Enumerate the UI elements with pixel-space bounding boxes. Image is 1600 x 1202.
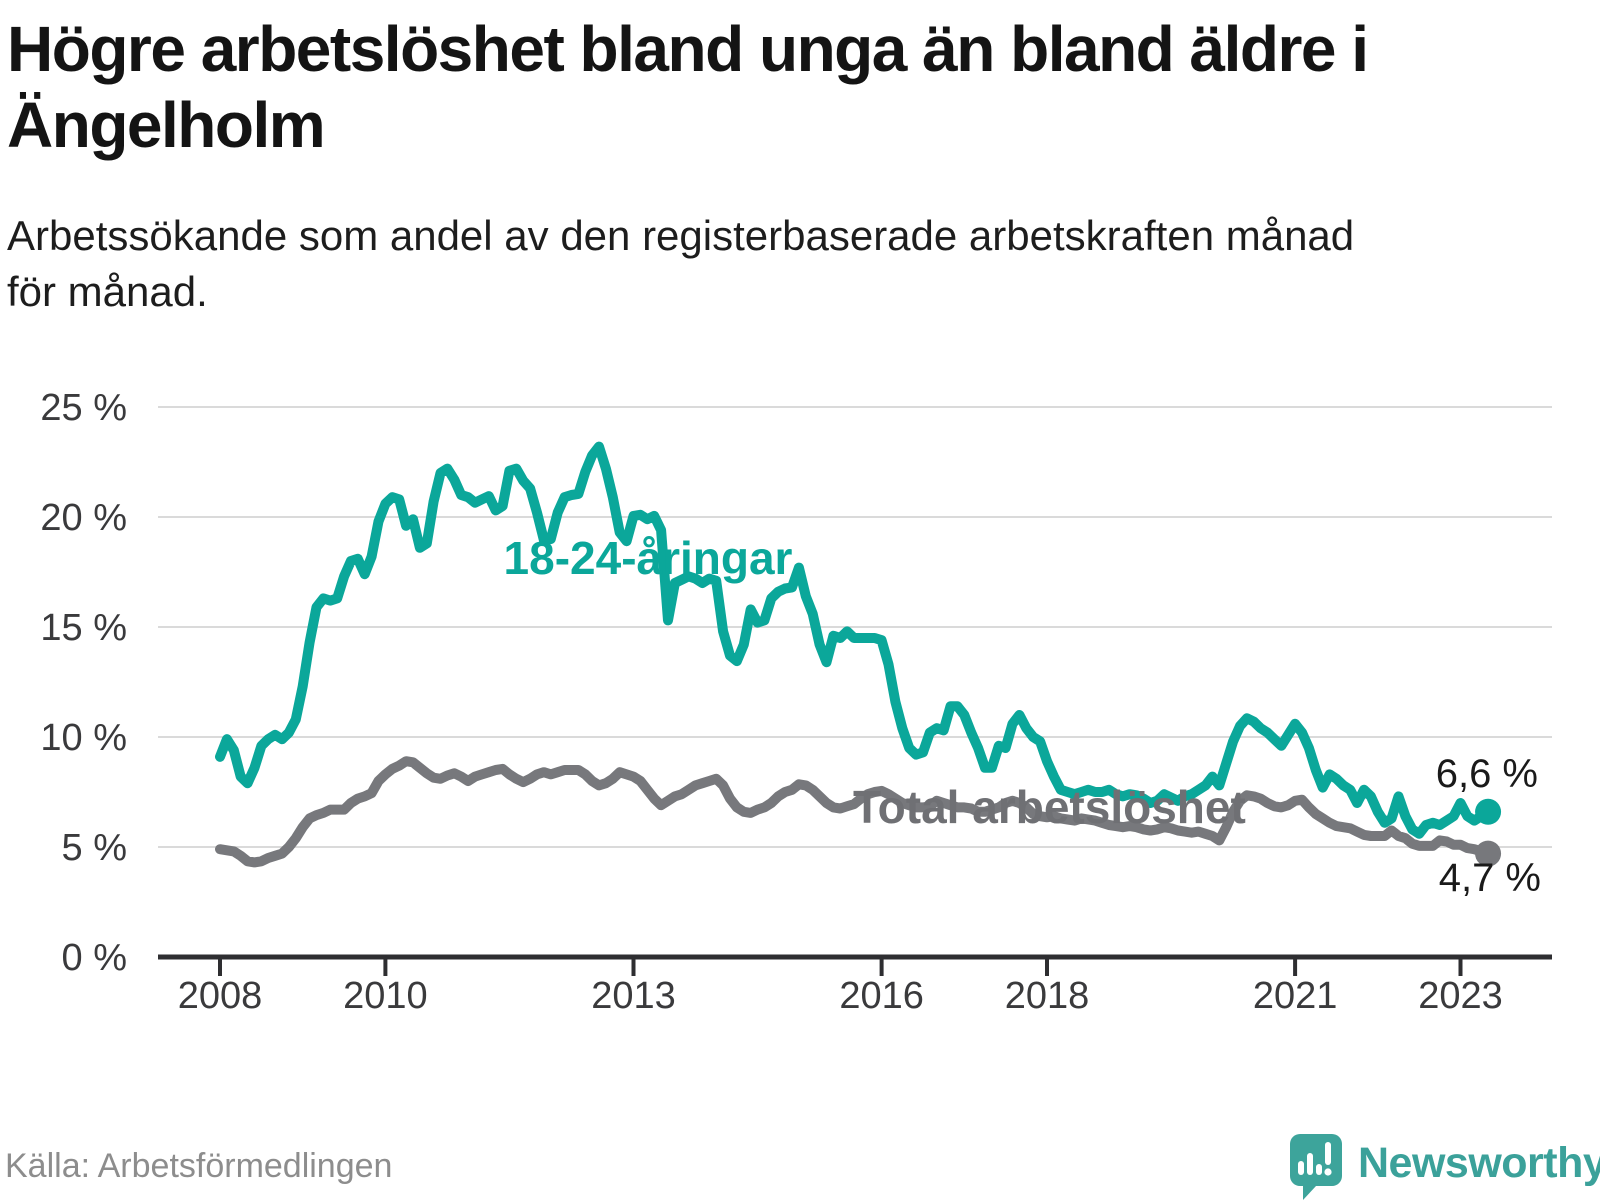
y-tick-label: 5 % xyxy=(62,827,127,869)
newsworthy-wordmark: Newsworthy xyxy=(1358,1139,1600,1187)
x-tick-label: 2013 xyxy=(591,975,676,1017)
source-note: Källa: Arbetsförmedlingen xyxy=(5,1147,393,1185)
newsworthy-logo: Newsworthy xyxy=(1290,1134,1600,1202)
x-tick-label: 2010 xyxy=(343,975,428,1017)
series-label-young: 18-24-åringar xyxy=(503,532,793,584)
end-dot-total xyxy=(1475,840,1502,867)
x-tick-label: 2023 xyxy=(1418,975,1503,1017)
x-tick-label: 2018 xyxy=(1005,975,1090,1017)
newsworthy-logo-icon xyxy=(1290,1134,1342,1200)
line-young xyxy=(215,441,1494,839)
line-total xyxy=(215,756,1494,868)
end-value-label-young: 6,6 % xyxy=(1435,752,1538,796)
y-axis-labels: 0 % 5 % 10 % 15 % 20 % 25 % xyxy=(40,387,127,979)
y-tick-label: 15 % xyxy=(40,607,127,649)
y-tick-label: 20 % xyxy=(40,497,127,539)
series-lines xyxy=(215,441,1494,868)
y-tick-label: 25 % xyxy=(40,387,127,429)
x-axis: 2008 2010 2013 2016 2018 2021 2023 xyxy=(158,954,1552,1017)
end-dots xyxy=(1475,798,1502,867)
page-subtitle: Arbetssökande som andel av den registerb… xyxy=(7,212,1355,315)
page-title: Högre arbetslöshet bland unga än bland ä… xyxy=(7,13,1369,161)
gridlines xyxy=(158,406,1552,848)
y-tick-label: 10 % xyxy=(40,717,127,759)
end-dot-young xyxy=(1475,798,1502,825)
x-tick-label: 2008 xyxy=(178,975,263,1017)
end-value-label-total: 4,7 % xyxy=(1438,856,1541,900)
x-tick-label: 2016 xyxy=(839,975,924,1017)
series-label-total: Total arbetslöshet xyxy=(853,781,1246,833)
y-tick-label: 0 % xyxy=(62,937,127,979)
x-tick-label: 2021 xyxy=(1253,975,1338,1017)
